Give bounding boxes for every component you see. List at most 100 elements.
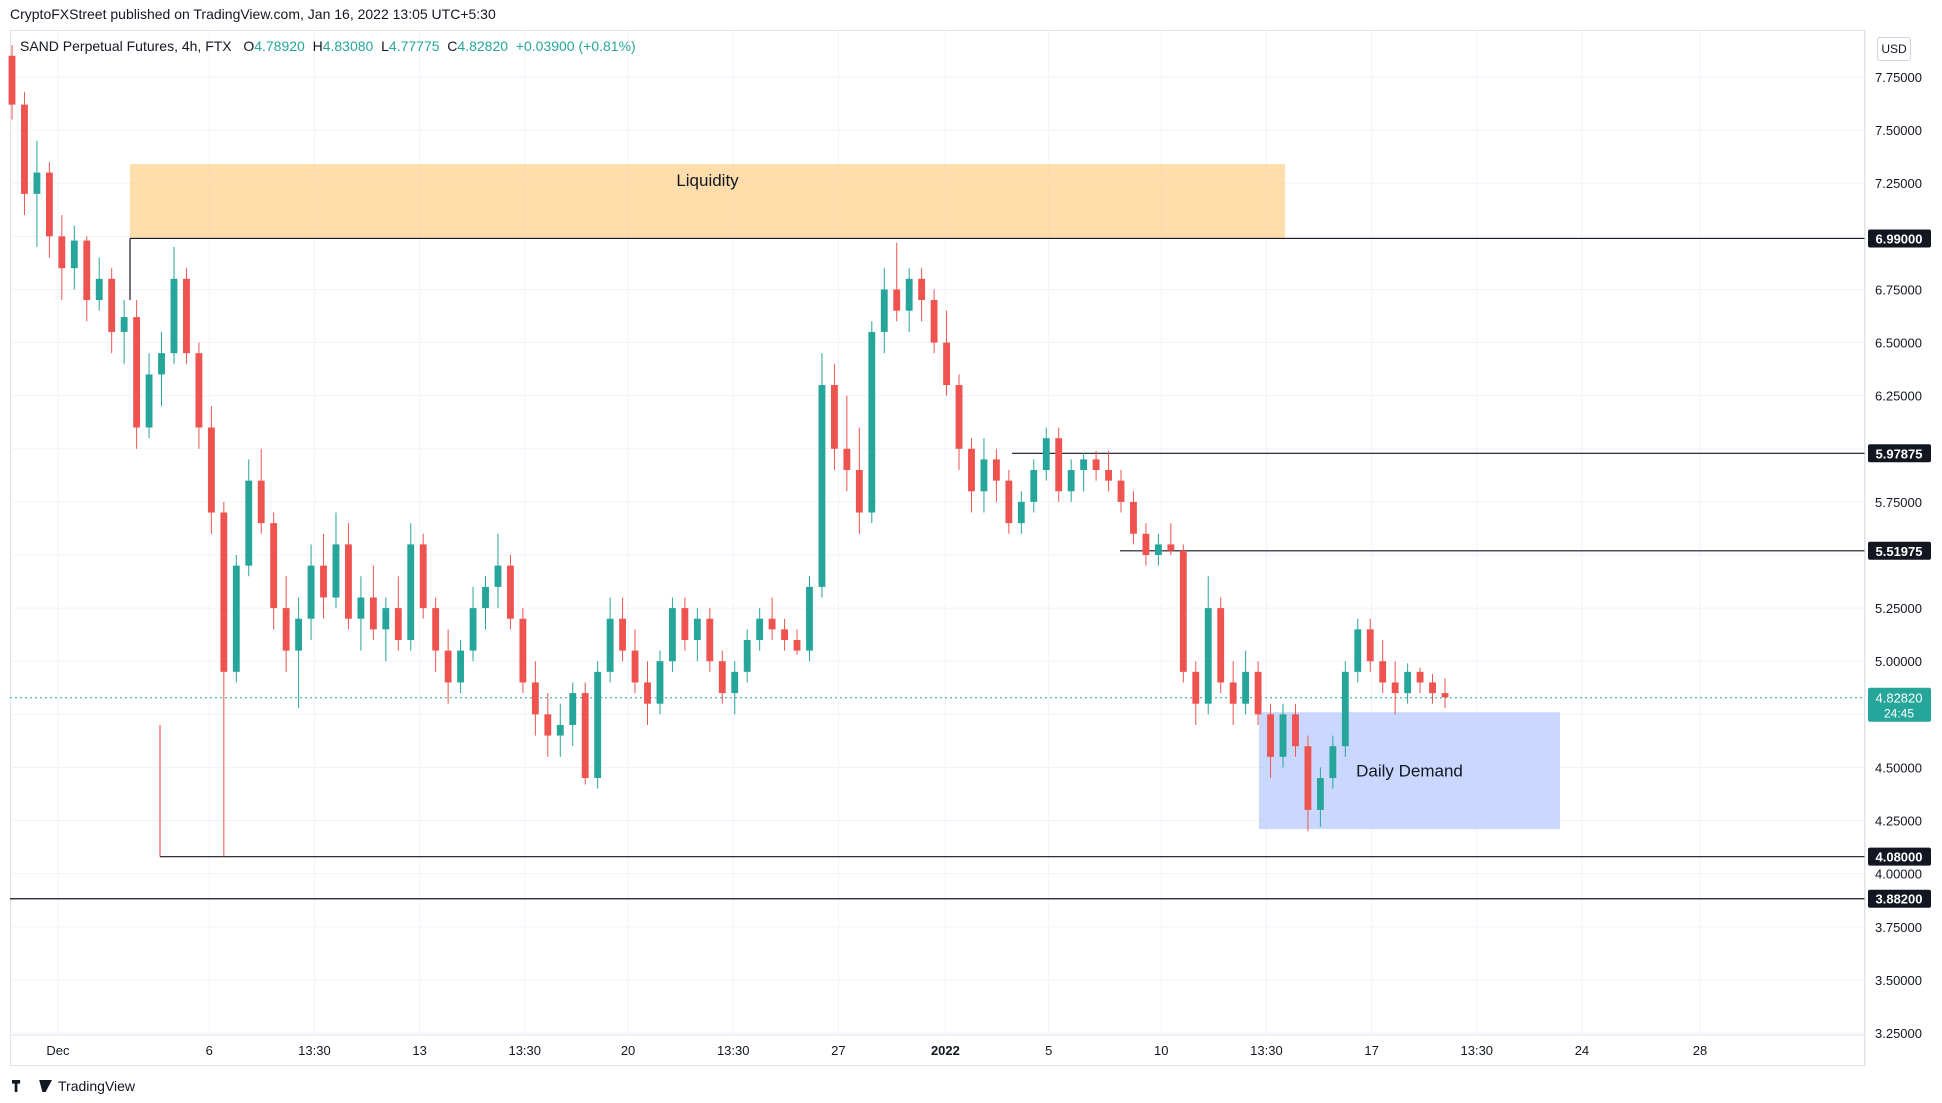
candle-body: [419, 544, 427, 609]
level-marker: [1868, 541, 1931, 560]
level-marker-label: 3.88200: [1876, 892, 1923, 907]
candle-body: [756, 618, 764, 640]
candle-body: [1092, 459, 1100, 471]
candle-body: [556, 724, 564, 736]
candle-body: [33, 172, 41, 194]
candle-body: [656, 661, 664, 704]
y-tick-label: 7.75000: [1875, 70, 1922, 85]
candle-body: [905, 278, 913, 311]
candle-body: [1080, 459, 1088, 471]
x-tick-label: 5: [1045, 1043, 1052, 1058]
candle-body: [519, 618, 527, 683]
y-tick-label: 5.00000: [1875, 654, 1922, 669]
level-marker: [1868, 889, 1931, 908]
price-axis: 7.75000 7.50000 7.25000 6.75000 6.50000 6.250…: [1864, 30, 1922, 1066]
candle-body: [843, 448, 851, 471]
candle-body: [1304, 746, 1312, 810]
x-tick-label: 13: [412, 1043, 426, 1058]
candle-body: [918, 278, 926, 301]
y-tick-label: 7.25000: [1875, 176, 1922, 191]
candle-body: [444, 650, 452, 683]
candle-body: [270, 523, 278, 609]
candle-body: [743, 639, 751, 672]
candle-body: [95, 278, 103, 301]
candle-body: [1229, 682, 1237, 704]
candle-body: [1366, 629, 1374, 662]
candle-body: [158, 353, 165, 375]
candle-body: [693, 618, 701, 640]
y-tick-label: 5.25000: [1875, 601, 1922, 616]
candle-body: [880, 289, 888, 332]
candle-body: [681, 608, 689, 640]
candle-body: [1279, 714, 1287, 757]
candle-body: [369, 597, 377, 630]
candle-body: [1329, 746, 1337, 779]
candle-body: [469, 608, 477, 651]
axis-markers: 6.99000 5.97875 5.51975 4.08000 3.88200 4.828…: [1868, 229, 1931, 908]
candle-body: [531, 682, 539, 715]
candle-body: [1117, 480, 1125, 502]
candle-body: [1354, 629, 1362, 672]
candle-body: [569, 693, 577, 725]
y-tick-label: 6.25000: [1875, 389, 1922, 404]
candle-body: [257, 480, 265, 524]
x-tick-label: 28: [1693, 1043, 1707, 1058]
candle-body: [320, 565, 327, 598]
candle-body: [58, 236, 66, 269]
level-marker-label: 6.99000: [1876, 231, 1923, 246]
candle-body: [133, 317, 141, 428]
candles: [8, 45, 1449, 857]
candle-body: [544, 714, 552, 736]
candle-body: [494, 565, 502, 587]
x-tick-label: 27: [831, 1043, 845, 1058]
candle-body: [1042, 438, 1050, 471]
candle-body: [345, 544, 352, 619]
y-tick-label: 4.00000: [1875, 867, 1922, 882]
candle-body: [980, 459, 988, 492]
candle-body: [581, 693, 589, 779]
candle-body: [83, 240, 91, 301]
annotation-zones: Liquidity Daily Demand: [130, 164, 1560, 830]
candle-body: [731, 671, 739, 694]
candle-body: [806, 586, 813, 651]
currency-button[interactable]: USD: [1877, 37, 1911, 61]
candle-body: [1154, 544, 1162, 555]
candle-body: [332, 544, 340, 598]
candle-body: [1254, 671, 1262, 715]
high-value: 4.83080: [322, 38, 374, 54]
candle-body: [1142, 533, 1150, 555]
candle-body: [1341, 671, 1349, 747]
current-price-marker: [1868, 687, 1931, 722]
demand-zone-label: Daily Demand: [1356, 762, 1463, 781]
level-marker: [1868, 444, 1931, 463]
candle-body: [1316, 778, 1324, 810]
candle-body: [232, 565, 240, 672]
candle-body: [295, 618, 303, 651]
level-marker: [1868, 229, 1931, 248]
level-marker-label: 5.51975: [1876, 544, 1923, 559]
x-tick-label: 20: [621, 1043, 635, 1058]
symbol-legend: SAND Perpetual Futures, 4h, FTX O4.78920…: [20, 38, 636, 54]
candle-body: [170, 278, 178, 354]
x-tick-label: 13:30: [1250, 1043, 1283, 1058]
x-tick-label: 2022: [931, 1043, 960, 1058]
candle-body: [1067, 470, 1075, 492]
candle-body: [1391, 682, 1399, 694]
candle-body: [955, 385, 963, 449]
candle-body: [781, 629, 789, 640]
candle-body: [507, 565, 514, 619]
candle-body: [1416, 671, 1424, 683]
candle-body: [357, 597, 365, 619]
candle-body: [108, 278, 116, 332]
candle-body: [943, 342, 950, 386]
change-value: +0.03900 (+0.81%): [515, 38, 636, 54]
x-tick-label: 13:30: [717, 1043, 750, 1058]
candle-body: [1292, 714, 1299, 747]
candle-body: [1130, 501, 1137, 534]
y-tick-label: 6.50000: [1875, 336, 1922, 351]
tradingview-logo-mark-icon: [39, 1080, 52, 1092]
open-value: 4.78920: [254, 38, 305, 54]
candle-body: [631, 650, 639, 683]
candle-body: [1404, 671, 1412, 694]
